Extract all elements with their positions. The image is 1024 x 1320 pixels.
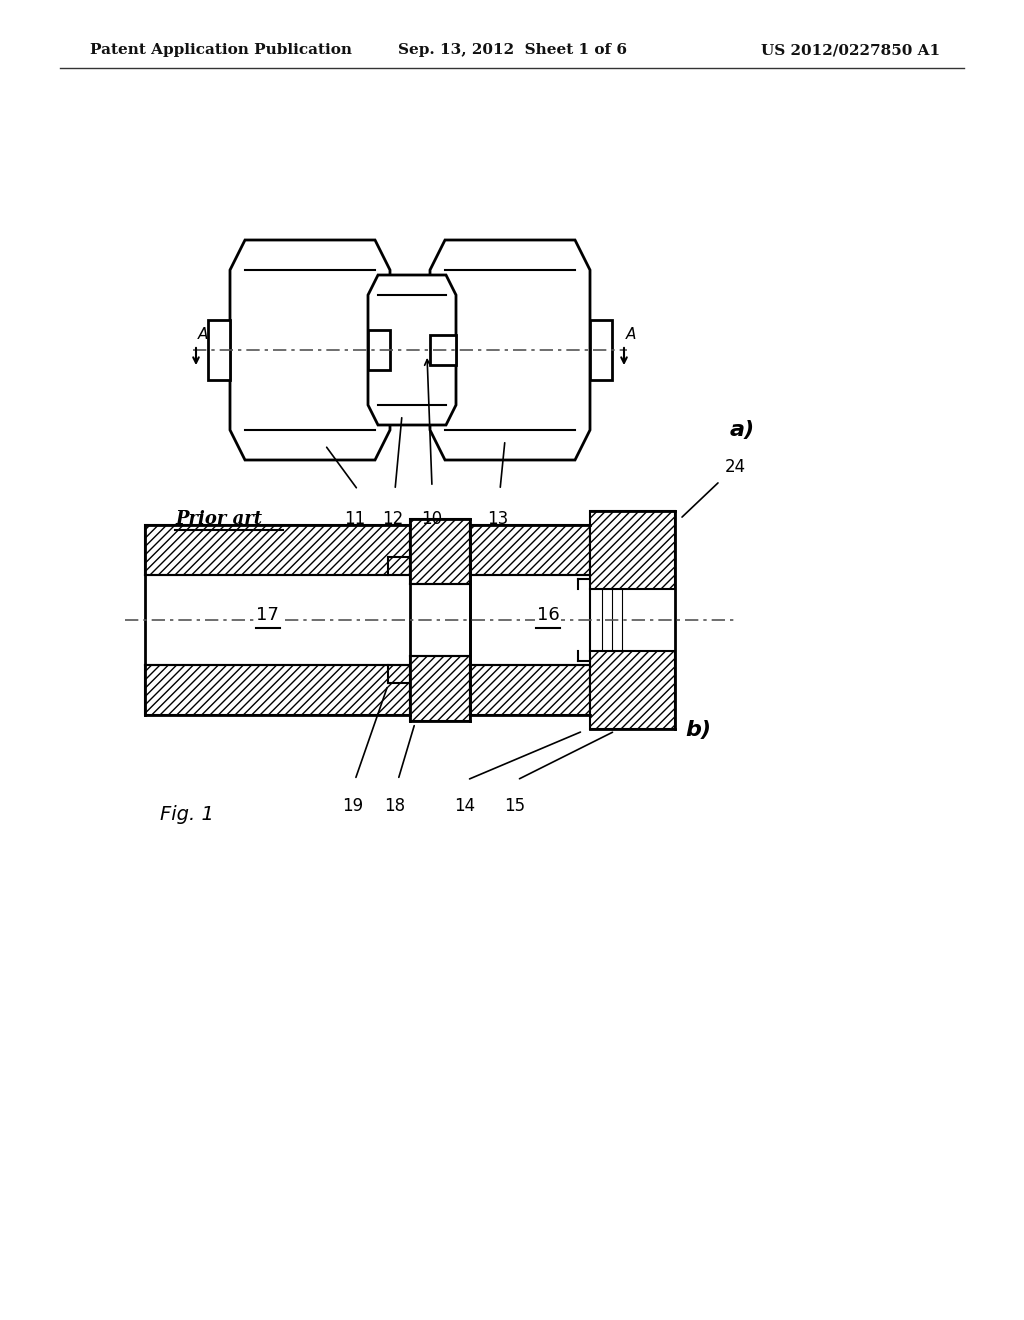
Text: b): b): [685, 719, 711, 741]
Text: 19: 19: [342, 797, 364, 814]
Polygon shape: [230, 240, 390, 459]
Bar: [410, 519, 470, 583]
Text: 11: 11: [344, 510, 366, 528]
Text: Prior art: Prior art: [175, 510, 262, 528]
Text: 14: 14: [455, 797, 475, 814]
Text: 24: 24: [725, 458, 746, 477]
Text: Sep. 13, 2012  Sheet 1 of 6: Sep. 13, 2012 Sheet 1 of 6: [397, 44, 627, 57]
Bar: [470, 665, 590, 715]
Bar: [208, 319, 230, 380]
Text: a): a): [730, 420, 755, 440]
Bar: [145, 525, 410, 576]
Polygon shape: [368, 275, 456, 425]
Bar: [590, 511, 675, 589]
Bar: [590, 319, 612, 380]
Text: 18: 18: [384, 797, 406, 814]
Text: Patent Application Publication: Patent Application Publication: [90, 44, 352, 57]
Text: 15: 15: [505, 797, 525, 814]
Text: A: A: [198, 327, 208, 342]
Bar: [145, 665, 410, 715]
Text: 10: 10: [422, 510, 442, 528]
Text: US 2012/0227850 A1: US 2012/0227850 A1: [761, 44, 940, 57]
Text: Fig. 1: Fig. 1: [160, 805, 214, 824]
Bar: [470, 525, 590, 576]
Polygon shape: [430, 240, 590, 459]
Text: 17: 17: [256, 606, 279, 624]
Bar: [430, 335, 456, 366]
Bar: [410, 656, 470, 721]
Text: 13: 13: [487, 510, 509, 528]
Text: 12: 12: [382, 510, 403, 528]
Bar: [368, 330, 390, 370]
Text: A: A: [626, 327, 636, 342]
Bar: [590, 651, 675, 729]
Text: 16: 16: [537, 606, 559, 624]
